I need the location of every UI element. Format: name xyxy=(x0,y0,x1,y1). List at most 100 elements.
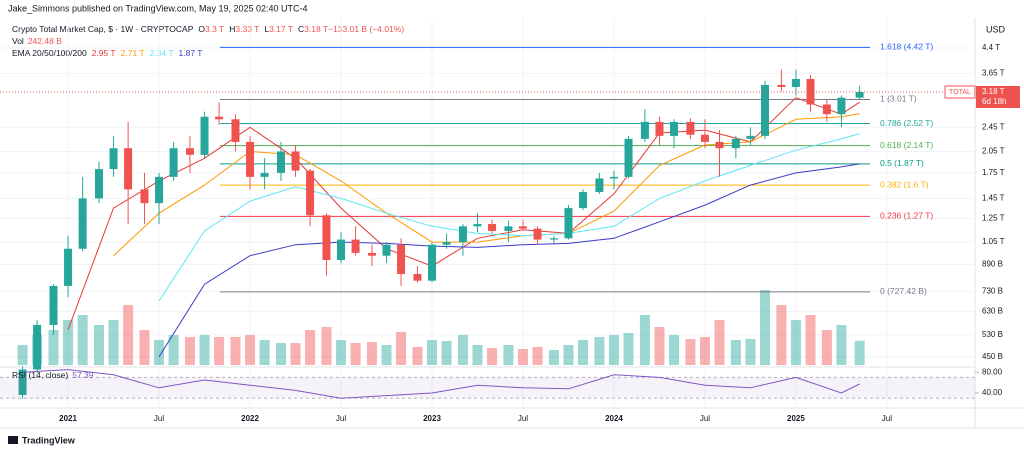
candle-body xyxy=(564,208,573,239)
volume-bar xyxy=(714,320,725,365)
currency: USD xyxy=(986,24,1006,34)
ema-line xyxy=(158,163,860,358)
y-tick-label: 1.75 T xyxy=(982,168,1005,177)
candle-body xyxy=(185,148,194,155)
y-tick-label: 450 B xyxy=(982,352,1003,361)
candle-body xyxy=(291,151,300,171)
y-tick-label: 890 B xyxy=(982,260,1003,269)
ema-value: 2.95 T xyxy=(92,48,116,58)
volume-legend: Vol 242.48 B xyxy=(12,36,62,46)
rsi-tick-label: 80.00 xyxy=(982,367,1003,376)
ema-line xyxy=(158,133,860,302)
candle-body xyxy=(549,238,558,240)
fib-label: 0 (727.42 B) xyxy=(880,286,927,296)
ohlc-value: 3.18 T xyxy=(304,24,328,34)
volume-bar xyxy=(730,340,741,365)
volume-bar xyxy=(517,349,528,365)
rsi-line xyxy=(22,369,860,399)
volume-bar xyxy=(17,345,28,365)
last-price-countdown: 6d 18h xyxy=(982,97,1006,106)
volume-bar xyxy=(745,339,756,365)
volume-bar xyxy=(321,327,332,365)
volume-bar xyxy=(760,290,771,365)
volume-bar xyxy=(305,330,316,365)
y-tick-label: 1.45 T xyxy=(982,194,1005,203)
candle-body xyxy=(367,252,376,256)
y-tick-label: 3.65 T xyxy=(982,68,1005,77)
ema-value: 1.87 T xyxy=(179,48,203,58)
rsi-legend-label: RSI (14, close) xyxy=(12,370,68,380)
candle-body xyxy=(306,170,315,216)
volume-bar xyxy=(578,340,589,365)
candle-body xyxy=(169,148,178,177)
x-tick-label: Jul xyxy=(518,414,528,423)
last-price-tag-name xyxy=(944,85,976,99)
volume-bar xyxy=(805,315,816,365)
y-tick-label: 2.05 T xyxy=(982,147,1005,156)
axis: 2021 Jul 2022 Jul 2023 Jul 2024 Jul 2025 Jul 4.4 T… xyxy=(59,43,1004,423)
volume-bar xyxy=(412,347,423,365)
volume-bar xyxy=(63,320,74,365)
x-tick-label: 2023 xyxy=(423,414,441,423)
candle-body xyxy=(791,79,800,87)
candle-body xyxy=(686,121,695,135)
volume-bar xyxy=(108,320,119,365)
candle-body xyxy=(94,169,103,199)
volume-bar xyxy=(245,335,256,365)
rsi-tick-label: 40.00 xyxy=(982,388,1003,397)
volume-bar xyxy=(639,315,650,365)
logo xyxy=(8,436,18,444)
candle-body xyxy=(64,248,73,286)
volume-bar xyxy=(654,327,665,365)
candle-body xyxy=(715,141,724,149)
candle-body xyxy=(124,148,133,190)
x-tick-label: Jul xyxy=(700,414,710,423)
volume-bar xyxy=(532,347,543,365)
candle-body xyxy=(49,285,58,325)
candle-body xyxy=(670,121,679,136)
candle-body xyxy=(700,134,709,142)
y-tick-label: 2.45 T xyxy=(982,122,1005,131)
ohlc-value: 3.3 T xyxy=(205,24,224,34)
x-tick-label: Jul xyxy=(882,414,892,423)
rsi-legend: RSI (14, close) 57.39 xyxy=(12,370,94,380)
candle-body xyxy=(777,84,786,87)
volume-bar xyxy=(230,337,241,365)
x-tick-label: 2025 xyxy=(787,414,805,423)
fib-label: 0.5 (1.87 T) xyxy=(880,158,924,168)
y-tick-label: 4.4 T xyxy=(982,43,1000,52)
y-tick-label: 1.05 T xyxy=(982,237,1005,246)
candle-body xyxy=(640,121,649,139)
candle-body xyxy=(442,242,451,245)
candle-body xyxy=(746,135,755,139)
candle-body xyxy=(822,104,831,115)
candle-body xyxy=(155,176,164,204)
fib-label: 1 (3.01 T) xyxy=(880,94,917,104)
y-tick-label: 1.25 T xyxy=(982,214,1005,223)
volume-bar xyxy=(563,345,574,365)
grid xyxy=(0,18,975,408)
candle-body xyxy=(473,224,482,227)
volume-bar xyxy=(608,335,619,365)
x-tick-label: Jul xyxy=(154,414,164,423)
y-tick-label: 630 B xyxy=(982,306,1003,315)
volume-bar xyxy=(487,348,498,365)
candle-body xyxy=(761,84,770,136)
fib-label: 0.786 (2.52 T) xyxy=(880,118,933,128)
volume-bar xyxy=(168,335,179,365)
candle-body xyxy=(322,215,331,261)
candle-body xyxy=(655,121,664,136)
byline: Jake_Simmons published on TradingView.co… xyxy=(8,3,308,13)
fib-label: 0.236 (1.27 T) xyxy=(880,211,933,221)
candle-body xyxy=(109,148,118,170)
candle-body xyxy=(382,244,391,256)
ohlc-key: H xyxy=(229,24,235,34)
volume-bar xyxy=(336,340,347,365)
volume-bar xyxy=(366,342,377,365)
candle-body xyxy=(731,138,740,149)
last-price-name: TOTAL xyxy=(949,89,971,96)
candle-body xyxy=(595,178,604,193)
volume-bar xyxy=(48,330,59,365)
